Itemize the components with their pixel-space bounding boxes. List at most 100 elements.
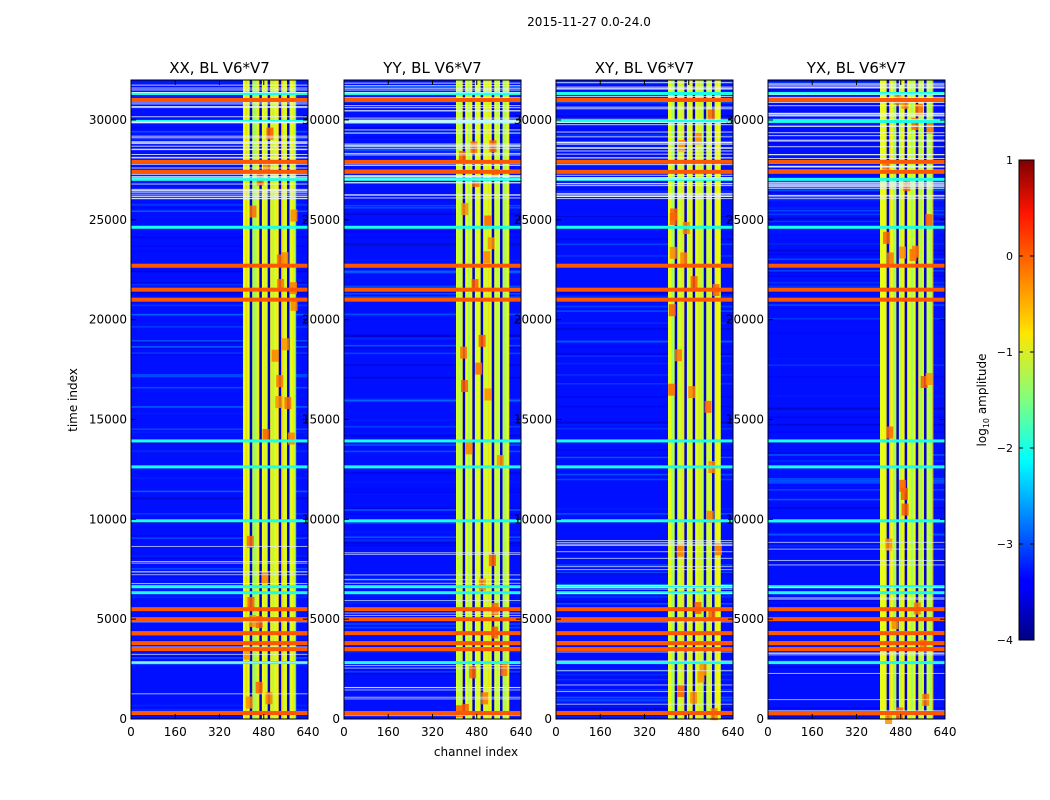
rfi-time-row-strong (131, 607, 308, 612)
heatmap-noise-row (131, 269, 308, 271)
colorbar-tick-label: 1 (1006, 154, 1013, 167)
flagged-row (344, 698, 521, 700)
heatmap-noise-row (768, 507, 945, 509)
heatmap-noise-row (131, 138, 308, 141)
y-tick-label: 20000 (302, 313, 340, 327)
heatmap-noise-row (131, 537, 308, 539)
flagged-row (344, 175, 521, 177)
x-tick-label: 480 (252, 725, 275, 739)
flagged-row (768, 157, 945, 159)
flagged-row (131, 574, 308, 576)
heatmap-noise-row (344, 103, 521, 105)
rfi-time-row-moderate (131, 119, 308, 123)
heatmap-noise-row (556, 689, 733, 691)
heatmap-noise-row (344, 419, 521, 422)
rfi-channel-gap (684, 80, 687, 719)
heatmap-noise-row (768, 454, 945, 456)
heatmap-noise-row (556, 215, 733, 218)
rfi-time-row-moderate (344, 519, 521, 523)
heatmap-noise-row (344, 491, 521, 493)
rfi-time-row-strong (556, 287, 733, 292)
rfi-hot-patch (916, 104, 924, 117)
rfi-channel-stripe (696, 80, 699, 719)
flagged-row (768, 125, 945, 127)
rfi-channel-stripe (669, 80, 672, 719)
rfi-channel-stripe (920, 80, 923, 719)
rfi-time-row-moderate (768, 225, 945, 229)
rfi-channel-stripe (476, 80, 479, 719)
heatmap-noise-row (131, 477, 308, 479)
flagged-row (131, 89, 308, 91)
rfi-channel-stripe (470, 80, 473, 719)
rfi-channel-stripe (699, 80, 702, 719)
heatmap-noise-row (344, 364, 521, 366)
rfi-channel-stripe (913, 80, 916, 719)
heatmap-noise-row (344, 136, 521, 139)
heatmap-noise-row (131, 340, 308, 342)
flagged-row (344, 612, 521, 614)
heatmap-noise-row (768, 190, 945, 193)
flagged-row (131, 561, 308, 563)
flagged-row (344, 687, 521, 689)
flagged-row (344, 119, 521, 121)
rfi-time-row-strong (131, 169, 308, 174)
x-tick-label: 640 (297, 725, 320, 739)
heatmap-noise-row (344, 488, 521, 491)
rfi-time-row-moderate (768, 177, 945, 181)
y-tick-label: 0 (332, 712, 340, 726)
heatmap-noise-row (768, 141, 945, 144)
rfi-time-row-strong (556, 607, 733, 612)
y-tick-label: 30000 (302, 113, 340, 127)
x-tick-label: 480 (677, 725, 700, 739)
flagged-row (556, 106, 733, 108)
flagged-row (556, 86, 733, 88)
flagged-row (131, 621, 308, 623)
heatmap-noise-row (344, 344, 521, 347)
flagged-row (344, 97, 521, 99)
rfi-channel-stripe (893, 80, 896, 719)
rfi-hot-patch (496, 455, 504, 468)
flagged-row (556, 147, 733, 149)
rfi-hot-patch (669, 246, 677, 259)
heatmap-noise-row (556, 101, 733, 104)
flagged-row (556, 87, 733, 89)
rfi-time-row-moderate (768, 465, 945, 469)
rfi-channel-stripe (890, 80, 893, 719)
flagged-row (131, 145, 308, 147)
rfi-time-row-strong (768, 631, 945, 636)
flagged-row (344, 85, 521, 87)
flagged-row (344, 197, 521, 199)
rfi-channel-stripe (900, 80, 903, 719)
heatmap-noise-row (131, 347, 308, 350)
flagged-row (768, 84, 945, 86)
rfi-hot-patch (243, 647, 251, 660)
heatmap-noise-row (556, 321, 733, 324)
rfi-time-row-moderate (131, 91, 308, 95)
rfi-time-row-strong (768, 297, 945, 302)
rfi-time-row-strong (556, 159, 733, 164)
rfi-time-row-strong (131, 647, 308, 652)
heatmap-noise-row (556, 699, 733, 701)
rfi-hot-patch (465, 442, 473, 455)
x-tick-label: 0 (552, 725, 560, 739)
flagged-row (344, 152, 521, 154)
heatmap-noise-row (768, 407, 945, 410)
heatmap-noise-row (556, 421, 733, 424)
rfi-hot-patch (912, 245, 920, 258)
flagged-row (131, 143, 308, 145)
rfi-channel-gap (472, 80, 475, 719)
rfi-hot-patch (891, 617, 899, 630)
rfi-time-row-moderate (556, 585, 733, 589)
heatmap-noise-row (768, 332, 945, 335)
rfi-hot-patch (898, 246, 906, 259)
rfi-time-row-strong (768, 711, 945, 716)
x-tick-label: 640 (722, 725, 745, 739)
rfi-time-row-moderate (768, 519, 945, 523)
rfi-hot-patch (920, 376, 928, 389)
rfi-hot-patch (699, 663, 707, 676)
flagged-row (556, 621, 733, 623)
rfi-channel-stripe (290, 80, 293, 719)
x-tick-label: 480 (465, 725, 488, 739)
rfi-channel-stripe (670, 80, 673, 719)
flagged-row (131, 105, 308, 107)
